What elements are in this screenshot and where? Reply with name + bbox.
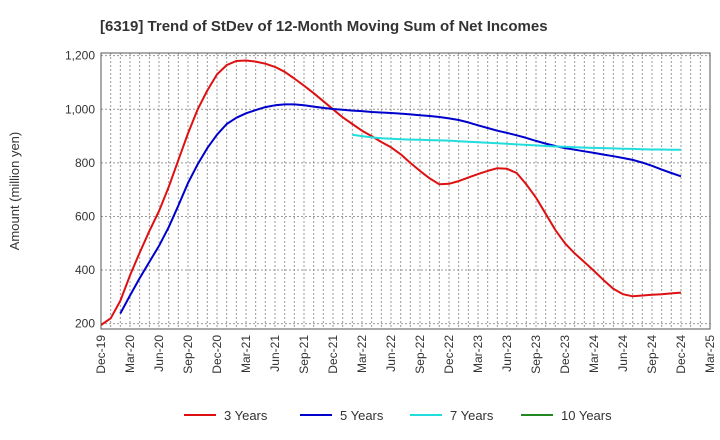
legend-label: 10 Years [561, 408, 612, 423]
x-tick-label: Dec-23 [558, 335, 572, 374]
chart-title: [6319] Trend of StDev of 12-Month Moving… [100, 18, 548, 35]
legend-label: 7 Years [450, 408, 494, 423]
y-tick-label: 600 [75, 209, 95, 223]
y-tick-label: 200 [75, 317, 95, 331]
x-tick-label: Jun-24 [616, 335, 630, 372]
x-tick-label: Mar-22 [355, 335, 369, 373]
series-line-7-years [352, 133, 681, 151]
y-tick-label: 400 [75, 263, 95, 277]
y-tick-label: 1,000 [65, 102, 95, 116]
x-tick-label: Dec-21 [326, 335, 340, 374]
x-tick-label: Sep-24 [645, 335, 659, 374]
legend: 3 Years 5 Years 7 Years 10 Years [184, 408, 612, 423]
x-tick-label: Dec-20 [210, 335, 224, 374]
x-tick-label: Mar-21 [239, 335, 253, 373]
x-tick-label: Dec-19 [94, 335, 108, 374]
x-tick-label: Jun-23 [500, 335, 514, 372]
legend-label: 3 Years [224, 408, 268, 423]
x-tick-label: Sep-23 [529, 335, 543, 374]
x-tick-label: Jun-21 [268, 335, 282, 372]
x-tick-label: Mar-23 [471, 335, 485, 373]
series-line-5-years [119, 103, 682, 314]
x-tick-label: Mar-20 [123, 335, 137, 373]
x-tick-label: Dec-22 [442, 335, 456, 374]
x-tick-label: Mar-25 [703, 335, 717, 373]
legend-label: 5 Years [340, 408, 384, 423]
x-tick-label: Jun-20 [152, 335, 166, 372]
x-tick-labels: Dec-19 Mar-20 Jun-20 Sep-20 Dec-20 Mar-21 Jun-… [94, 335, 717, 374]
x-tick-label: Jun-22 [384, 335, 398, 372]
series-lines [100, 59, 682, 326]
y-axis-label: Amount (million yen) [7, 132, 22, 251]
x-tick-label: Dec-24 [674, 335, 688, 374]
plot-frame [100, 52, 711, 330]
y-tick-label: 800 [75, 156, 95, 170]
x-tick-label: Sep-20 [181, 335, 195, 374]
x-tick-label: Mar-24 [587, 335, 601, 373]
series-line-3-years [100, 59, 682, 326]
x-tick-label: Sep-21 [297, 335, 311, 374]
y-tick-label: 1,200 [65, 49, 95, 63]
y-tick-labels: 200 400 600 800 1,000 1,200 [65, 49, 95, 331]
x-tick-label: Sep-22 [413, 335, 427, 374]
grid [100, 53, 711, 329]
